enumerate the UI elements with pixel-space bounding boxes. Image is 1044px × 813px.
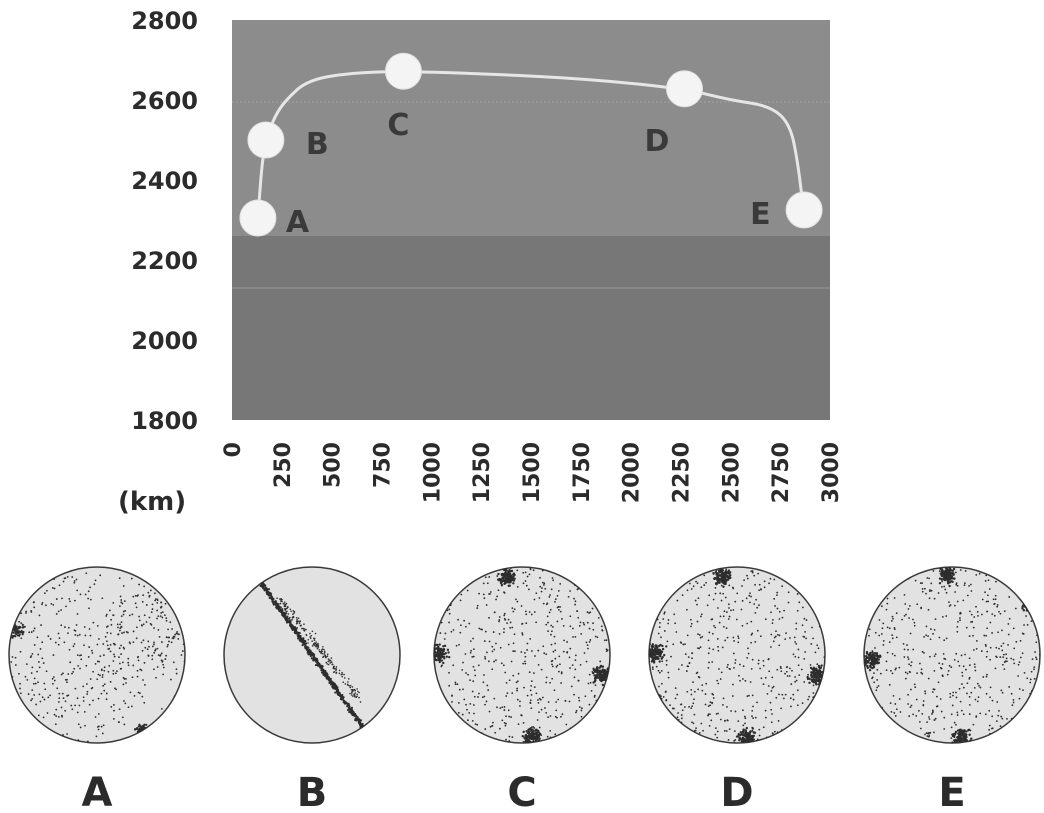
x-tick-label: 250 [271, 442, 296, 488]
point-b [247, 121, 285, 159]
background-band-0 [232, 20, 830, 236]
x-tick-label: 750 [371, 442, 396, 488]
point-e [785, 191, 823, 229]
point-label-a: A [286, 205, 310, 240]
y-tick-label: 2800 [131, 7, 198, 35]
stereonet-label: A [82, 770, 113, 813]
stereonet-d: D [648, 566, 826, 813]
background-band-1 [232, 236, 830, 420]
y-tick-label: 2000 [131, 327, 198, 355]
stereonet-b: B [223, 566, 401, 813]
x-tick-label: 3000 [819, 442, 844, 503]
stereonet-circle [863, 566, 1041, 744]
x-tick-label: 500 [321, 442, 346, 488]
stereonet-e: E [863, 566, 1041, 813]
point-label-c: C [387, 108, 409, 143]
x-axis-ticks: 0 250 500 750 1000 1250 1500 1750 2000 2250 2500 27… [221, 442, 844, 503]
x-tick-label: 2000 [620, 442, 645, 503]
stereonet-row: A B C D E [8, 566, 1041, 813]
stereonet-circle [8, 566, 186, 744]
x-axis-unit-label: (km) [118, 487, 186, 517]
point-c [384, 52, 422, 90]
x-tick-label: 1500 [520, 442, 545, 503]
x-tick-label: 2500 [719, 442, 744, 503]
stereonet-a: A [8, 566, 186, 813]
stereonet-label: C [507, 770, 536, 813]
x-tick-label: 0 [221, 442, 246, 457]
stereonet-c: C [433, 566, 611, 813]
x-tick-label: 1000 [420, 442, 445, 503]
x-tick-label: 2750 [769, 442, 794, 503]
plot-background [232, 20, 830, 420]
point-label-d: D [644, 124, 669, 159]
stereonet-label: B [297, 770, 328, 813]
stereonet-label: E [938, 770, 965, 813]
y-tick-label: 2200 [131, 247, 198, 275]
points-layer: A B C D E [239, 52, 823, 240]
x-tick-label: 2250 [670, 442, 695, 503]
point-label-e: E [750, 197, 771, 232]
stereonet-circle [648, 566, 826, 744]
stereonet-label: D [720, 770, 753, 813]
y-tick-label: 1800 [131, 407, 198, 435]
stereonet-dots [434, 567, 610, 743]
stereonet-dots [649, 567, 825, 743]
y-tick-label: 2400 [131, 167, 198, 195]
y-axis-ticks: 1800 2000 2200 2400 2600 2800 [131, 7, 198, 435]
point-a [239, 199, 277, 237]
point-label-b: B [306, 127, 329, 162]
x-tick-label: 1750 [570, 442, 595, 503]
x-tick-label: 1250 [470, 442, 495, 503]
point-d [665, 70, 703, 108]
stereonet-dots [9, 572, 185, 743]
stereonet-circle [433, 566, 611, 744]
y-tick-label: 2600 [131, 87, 198, 115]
